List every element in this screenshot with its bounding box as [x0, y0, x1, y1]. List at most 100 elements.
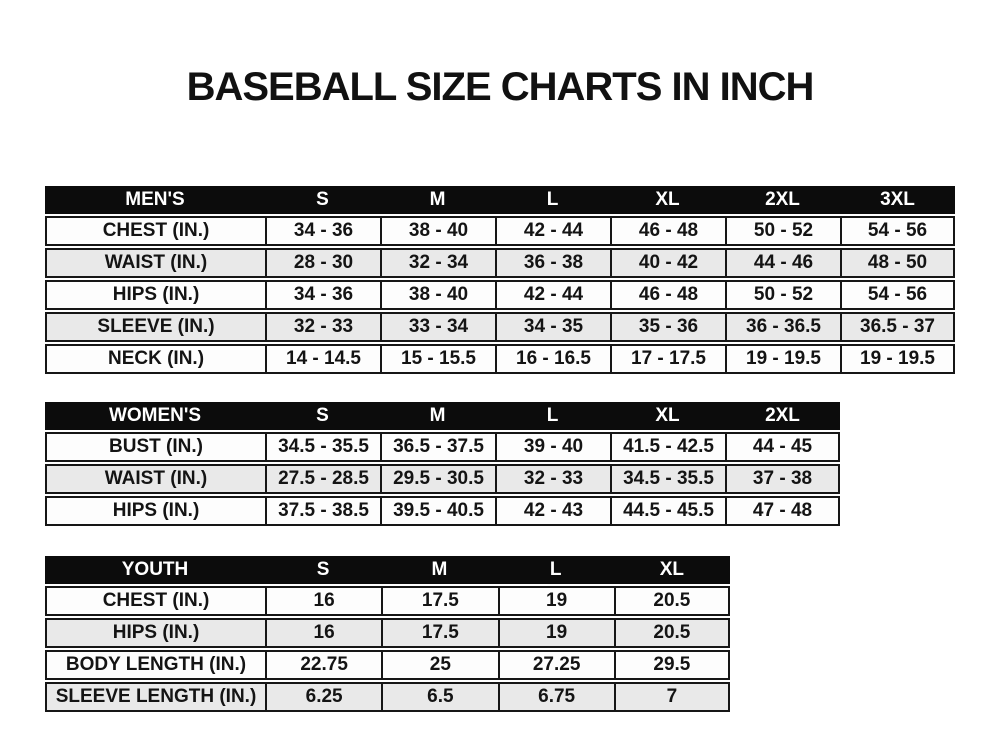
row-label: WAIST (IN.)	[45, 248, 265, 278]
size-value: 29.5	[613, 650, 730, 680]
size-value: 35 - 36	[610, 312, 725, 342]
table-row-chest: CHEST (IN.) 34 - 36 38 - 40 42 - 44 46 -…	[45, 216, 955, 246]
size-value: 34 - 35	[495, 312, 610, 342]
size-value: 6.5	[381, 682, 498, 712]
row-label: HIPS (IN.)	[45, 496, 265, 526]
size-value: 54 - 56	[840, 280, 955, 310]
mens-size-table: MEN'S S M L XL 2XL 3XL CHEST (IN.) 34 - …	[45, 184, 955, 376]
size-value: 19	[497, 586, 614, 616]
size-value: 28 - 30	[265, 248, 380, 278]
size-value: 36 - 36.5	[725, 312, 840, 342]
column-header-m: M	[381, 556, 498, 584]
column-header-s: S	[265, 186, 380, 214]
table-row-waist: WAIST (IN.) 27.5 - 28.5 29.5 - 30.5 32 -…	[45, 464, 840, 494]
size-value: 6.75	[497, 682, 614, 712]
size-value: 36.5 - 37	[840, 312, 955, 342]
row-label: BODY LENGTH (IN.)	[45, 650, 265, 680]
size-value: 19 - 19.5	[840, 344, 955, 374]
size-value: 44 - 45	[725, 432, 840, 462]
row-label: HIPS (IN.)	[45, 618, 265, 648]
column-header-3xl: 3XL	[840, 186, 955, 214]
size-value: 27.5 - 28.5	[265, 464, 380, 494]
size-value: 17 - 17.5	[610, 344, 725, 374]
size-value: 34.5 - 35.5	[610, 464, 725, 494]
column-header-l: L	[497, 556, 614, 584]
column-header-xl: XL	[610, 402, 725, 430]
size-value: 32 - 34	[380, 248, 495, 278]
size-value: 16 - 16.5	[495, 344, 610, 374]
size-value: 33 - 34	[380, 312, 495, 342]
column-header-xl: XL	[610, 186, 725, 214]
size-value: 39.5 - 40.5	[380, 496, 495, 526]
size-value: 19	[497, 618, 614, 648]
size-value: 19 - 19.5	[725, 344, 840, 374]
size-value: 46 - 48	[610, 280, 725, 310]
womens-size-table: WOMEN'S S M L XL 2XL BUST (IN.) 34.5 - 3…	[45, 400, 840, 528]
size-value: 39 - 40	[495, 432, 610, 462]
size-value: 29.5 - 30.5	[380, 464, 495, 494]
size-value: 34.5 - 35.5	[265, 432, 380, 462]
row-label: SLEEVE LENGTH (IN.)	[45, 682, 265, 712]
column-header-m: M	[380, 402, 495, 430]
row-label: NECK (IN.)	[45, 344, 265, 374]
size-value: 41.5 - 42.5	[610, 432, 725, 462]
size-value: 42 - 43	[495, 496, 610, 526]
size-value: 25	[381, 650, 498, 680]
size-value: 6.25	[265, 682, 382, 712]
table-row-neck: NECK (IN.) 14 - 14.5 15 - 15.5 16 - 16.5…	[45, 344, 955, 374]
table-row-hips: HIPS (IN.) 16 17.5 19 20.5	[45, 618, 730, 648]
size-value: 14 - 14.5	[265, 344, 380, 374]
page-title: BASEBALL SIZE CHARTS IN INCH	[186, 65, 815, 109]
table-row-waist: WAIST (IN.) 28 - 30 32 - 34 36 - 38 40 -…	[45, 248, 955, 278]
womens-header-row: WOMEN'S S M L XL 2XL	[45, 402, 840, 430]
table-section-title: MEN'S	[45, 186, 265, 214]
size-value: 34 - 36	[265, 216, 380, 246]
youth-size-table: YOUTH S M L XL CHEST (IN.) 16 17.5 19 20…	[45, 554, 730, 714]
row-label: HIPS (IN.)	[45, 280, 265, 310]
size-value: 20.5	[613, 618, 730, 648]
mens-header-row: MEN'S S M L XL 2XL 3XL	[45, 186, 955, 214]
column-header-s: S	[265, 402, 380, 430]
row-label: CHEST (IN.)	[45, 216, 265, 246]
table-row-chest: CHEST (IN.) 16 17.5 19 20.5	[45, 586, 730, 616]
size-value: 22.75	[265, 650, 382, 680]
column-header-l: L	[495, 186, 610, 214]
size-value: 44 - 46	[725, 248, 840, 278]
size-value: 37.5 - 38.5	[265, 496, 380, 526]
size-value: 37 - 38	[725, 464, 840, 494]
size-value: 48 - 50	[840, 248, 955, 278]
size-value: 16	[265, 586, 382, 616]
table-row-sleeve-length: SLEEVE LENGTH (IN.) 6.25 6.5 6.75 7	[45, 682, 730, 712]
size-value: 40 - 42	[610, 248, 725, 278]
size-value: 17.5	[381, 586, 498, 616]
row-label: WAIST (IN.)	[45, 464, 265, 494]
size-value: 34 - 36	[265, 280, 380, 310]
size-value: 50 - 52	[725, 280, 840, 310]
column-header-m: M	[380, 186, 495, 214]
size-value: 50 - 52	[725, 216, 840, 246]
size-value: 54 - 56	[840, 216, 955, 246]
size-value: 17.5	[381, 618, 498, 648]
size-value: 36 - 38	[495, 248, 610, 278]
size-value: 32 - 33	[265, 312, 380, 342]
size-value: 44.5 - 45.5	[610, 496, 725, 526]
row-label: BUST (IN.)	[45, 432, 265, 462]
size-value: 15 - 15.5	[380, 344, 495, 374]
column-header-s: S	[265, 556, 382, 584]
youth-header-row: YOUTH S M L XL	[45, 556, 730, 584]
size-value: 16	[265, 618, 382, 648]
table-row-hips: HIPS (IN.) 37.5 - 38.5 39.5 - 40.5 42 - …	[45, 496, 840, 526]
table-row-bust: BUST (IN.) 34.5 - 35.5 36.5 - 37.5 39 - …	[45, 432, 840, 462]
size-value: 36.5 - 37.5	[380, 432, 495, 462]
size-value: 27.25	[497, 650, 614, 680]
size-value: 38 - 40	[380, 216, 495, 246]
size-value: 20.5	[613, 586, 730, 616]
column-header-xl: XL	[613, 556, 730, 584]
column-header-2xl: 2XL	[725, 402, 840, 430]
row-label: SLEEVE (IN.)	[45, 312, 265, 342]
size-value: 7	[613, 682, 730, 712]
size-value: 32 - 33	[495, 464, 610, 494]
column-header-2xl: 2XL	[725, 186, 840, 214]
column-header-l: L	[495, 402, 610, 430]
